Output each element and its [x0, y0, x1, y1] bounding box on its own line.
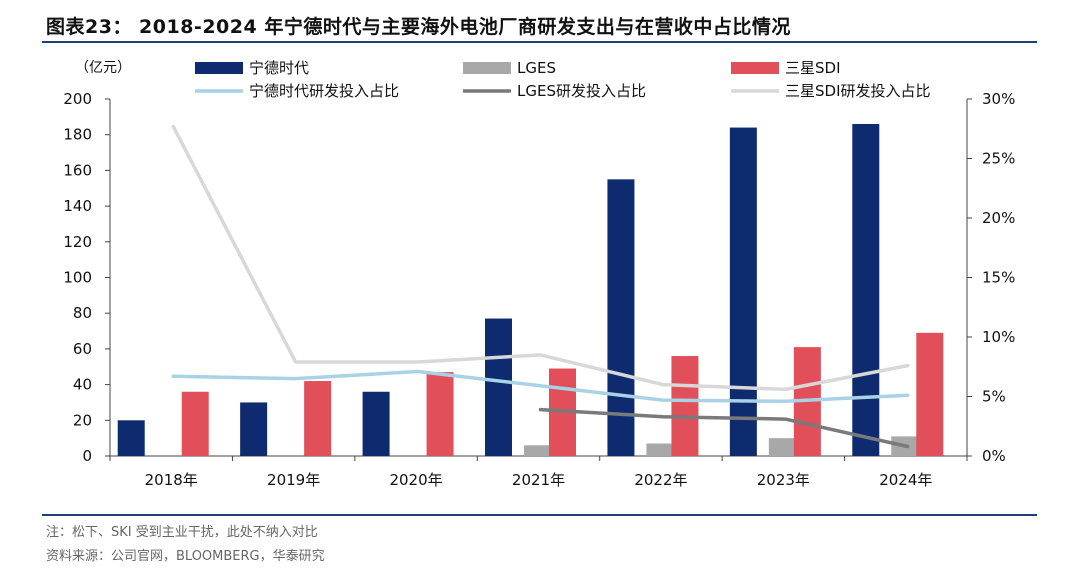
bar-catl	[240, 402, 268, 456]
legend-item-catl-bar-swatch	[195, 62, 243, 74]
x-tick-label: 2023年	[757, 471, 810, 489]
bar-sdi	[181, 391, 209, 456]
bar-lges	[768, 438, 796, 456]
lines	[171, 124, 910, 449]
y-tick-label: 100	[63, 269, 92, 287]
x-tick-label: 2024年	[879, 471, 932, 489]
bar-catl	[485, 318, 512, 456]
bars	[117, 123, 944, 457]
bar-sdi	[304, 381, 332, 456]
bar-catl	[729, 127, 757, 456]
bar-catl	[362, 391, 390, 456]
y2-tick-label: 5%	[982, 388, 1006, 406]
bar-catl	[607, 179, 635, 456]
line-catl-ratio	[171, 369, 910, 404]
y-tick-label: 160	[63, 161, 92, 179]
y2-tick-label: 10%	[982, 328, 1015, 346]
bar-catl	[852, 123, 880, 457]
bar-sdi	[671, 356, 699, 456]
source-note: 资料来源：公司官网，BLOOMBERG，华泰研究	[46, 549, 325, 564]
y-tick-label: 0	[82, 447, 92, 465]
legend-item-lges-bar-swatch	[463, 62, 511, 74]
y-tick-label: 180	[63, 126, 92, 144]
legend-item-lges-line-label: LGES研发投入占比	[517, 82, 646, 100]
y2-tick-label: 25%	[982, 150, 1015, 168]
x-tick-label: 2021年	[512, 471, 565, 489]
line-sdi-ratio	[171, 124, 910, 392]
y2-tick-label: 0%	[982, 447, 1006, 465]
x-tick-label: 2020年	[389, 471, 442, 489]
x-tick-label: 2022年	[634, 471, 687, 489]
bar-sdi	[426, 372, 454, 456]
y2-tick-label: 15%	[982, 269, 1015, 287]
y-tick-label: 120	[63, 233, 92, 251]
y-tick-label: 140	[63, 197, 92, 215]
y-tick-label: 20	[73, 411, 92, 429]
legend-item-sdi-bar-swatch	[731, 62, 779, 74]
chart-title: 图表23： 2018-2024 年宁德时代与主要海外电池厂商研发支出与在营收中占…	[46, 16, 791, 38]
legend-item-sdi-bar-label: 三星SDI	[785, 59, 841, 77]
y-tick-label: 60	[73, 340, 92, 358]
x-tick-label: 2019年	[267, 471, 320, 489]
y2-tick-label: 30%	[982, 90, 1015, 108]
y2-tick-label: 20%	[982, 209, 1015, 227]
bar-lges	[646, 443, 674, 456]
legend-item-lges-bar-label: LGES	[517, 59, 556, 77]
legend-item-catl-line-label: 宁德时代研发投入占比	[249, 82, 399, 100]
y-tick-label: 80	[73, 304, 92, 322]
legend-item-sdi-line-label: 三星SDI研发投入占比	[785, 82, 931, 100]
y-axis-unit-label: （亿元）	[75, 60, 131, 76]
bar-lges	[524, 445, 551, 456]
bar-sdi	[916, 332, 944, 456]
legend-item-catl-bar-label: 宁德时代	[249, 59, 309, 77]
axes: （亿元） 0 20 40 60 80 100 120 140 160 180 200 0% 5% 10% 15…	[63, 60, 1015, 489]
y-tick-label: 200	[63, 90, 92, 108]
footnote: 注：松下、SKI 受到主业干扰，此处不纳入对比	[46, 525, 318, 540]
title-rule	[42, 41, 1037, 43]
x-tick-label: 2018年	[145, 471, 198, 489]
footer-rule	[42, 514, 1037, 516]
legend: 宁德时代 LGES 三星SDI 宁德时代研发投入占比 LGES研发投入占比 三星SDI研发…	[195, 59, 931, 100]
y-tick-label: 40	[73, 376, 92, 394]
line-lges-ratio	[538, 407, 910, 449]
bar-catl	[117, 420, 145, 456]
